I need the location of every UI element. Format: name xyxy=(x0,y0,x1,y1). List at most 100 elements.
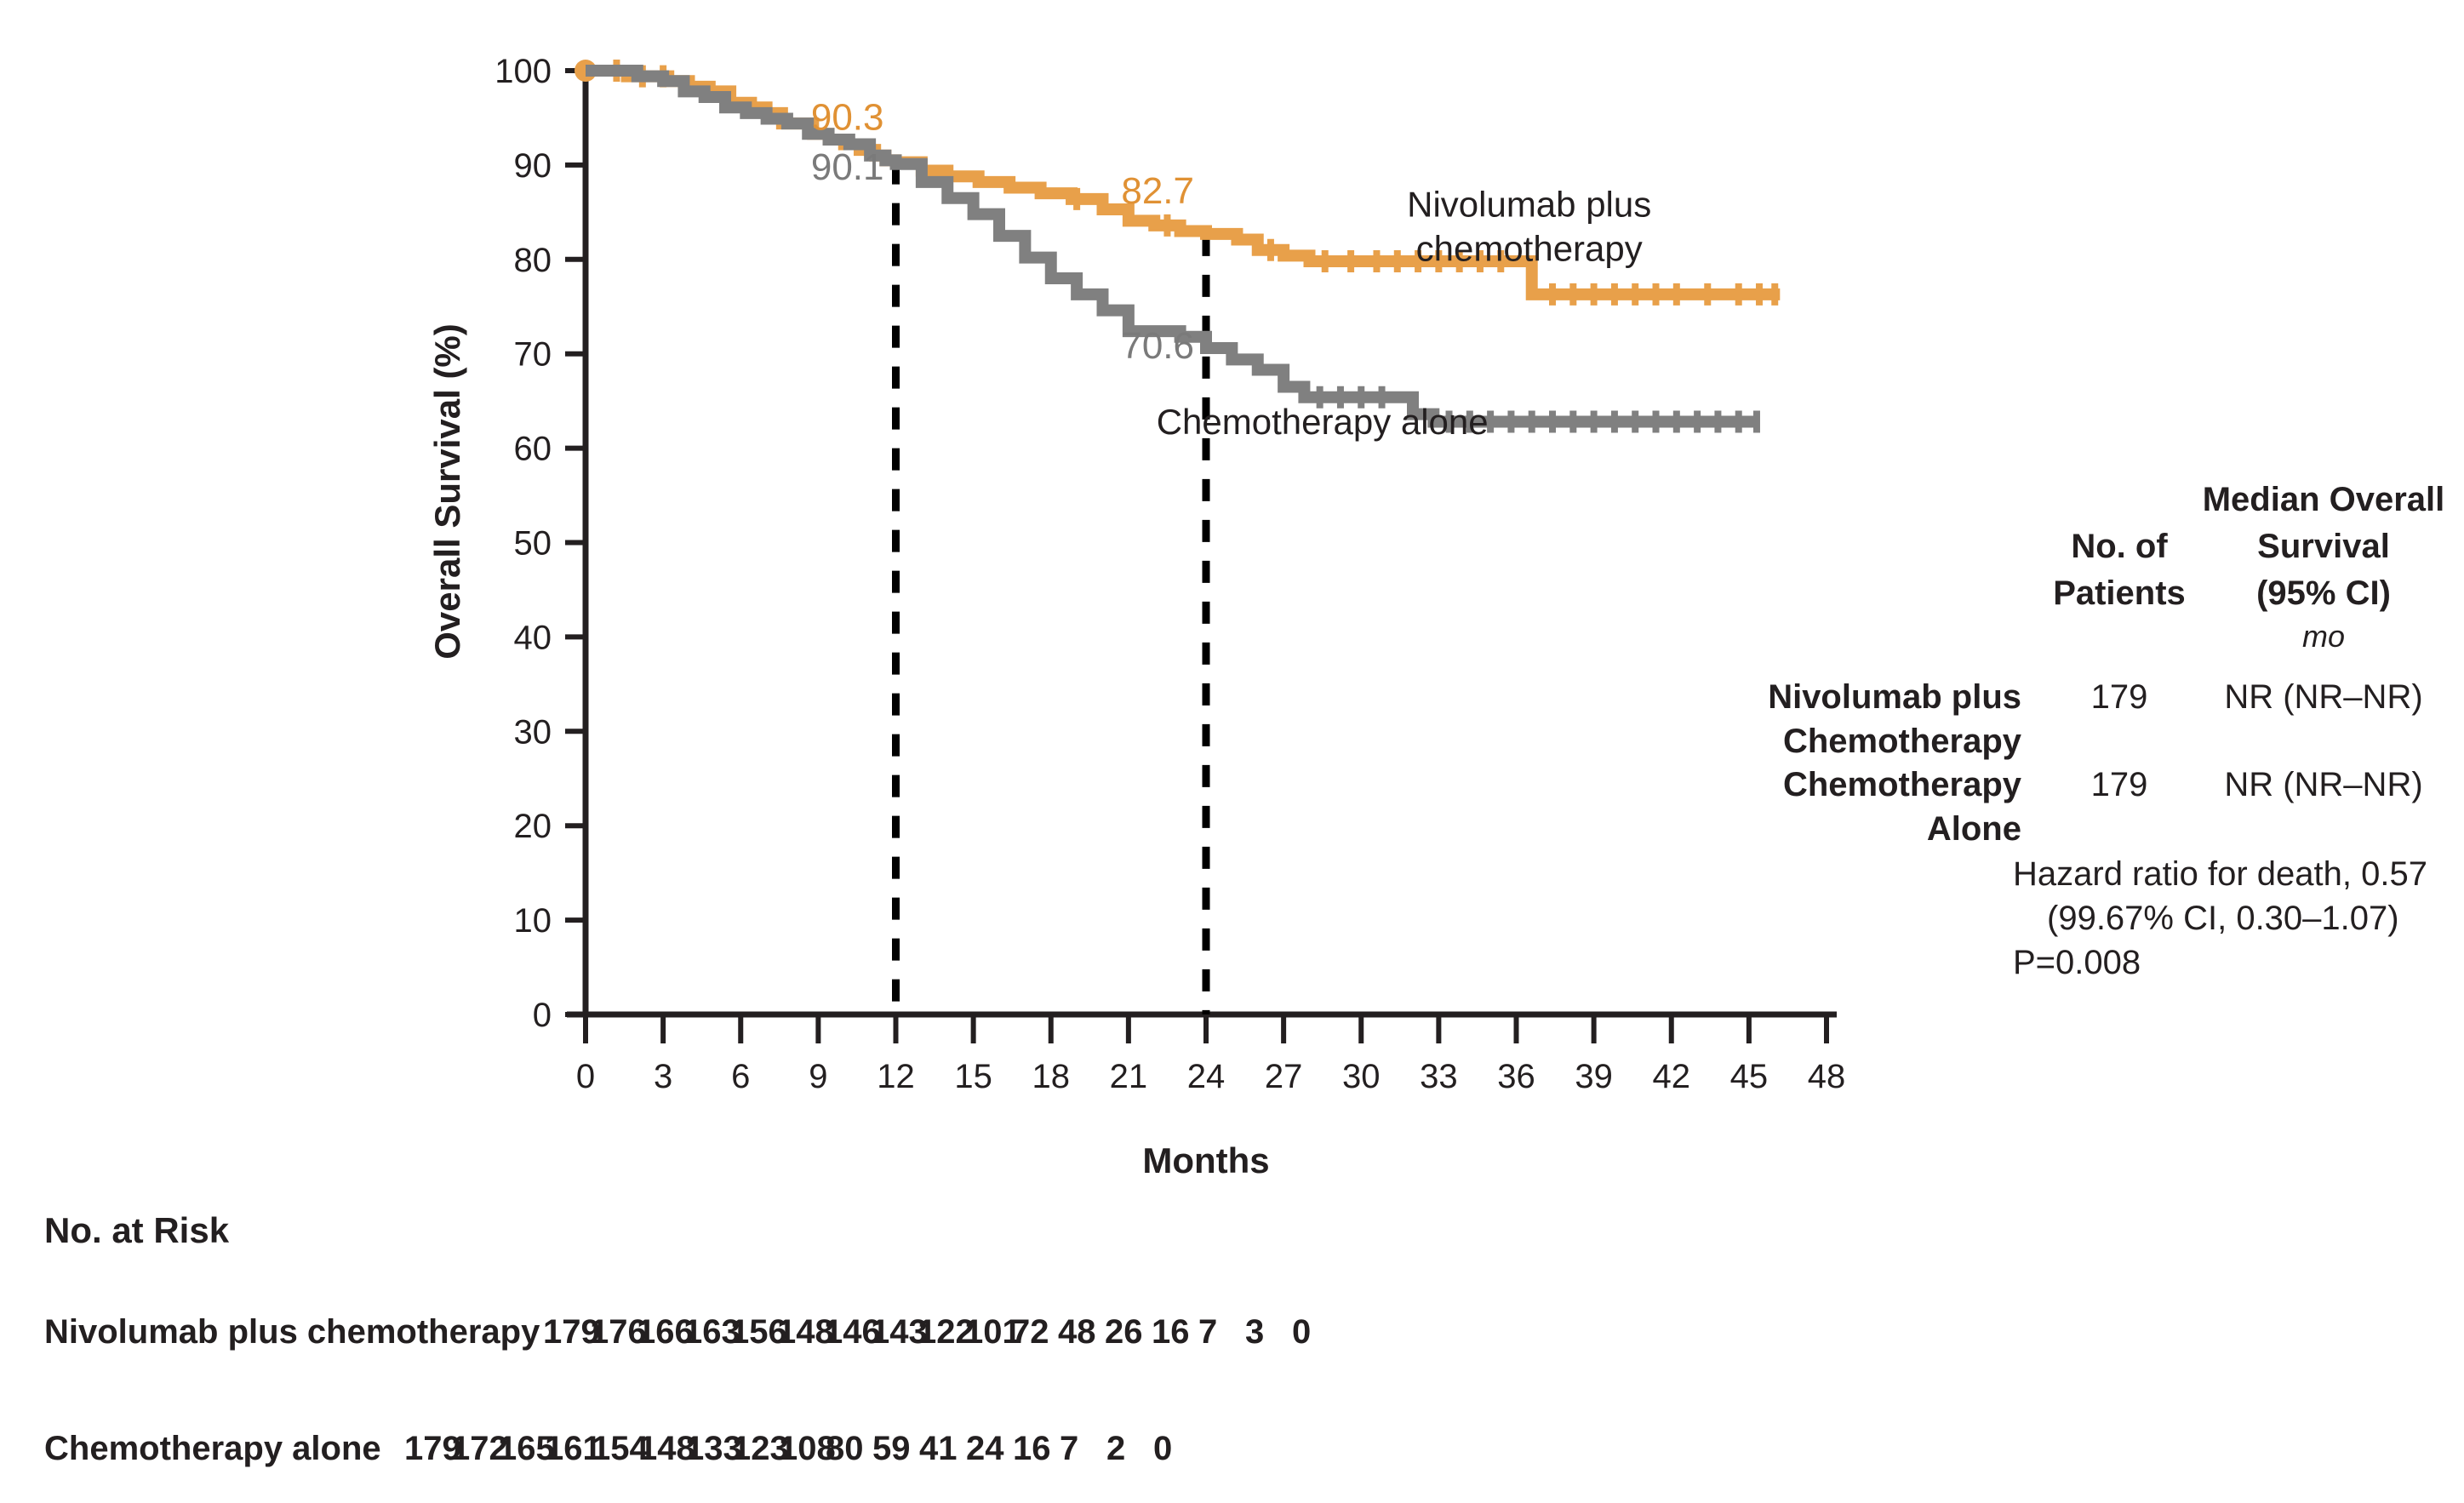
statistic-line-2: (99.67% CI, 0.30–1.07) xyxy=(2047,900,2399,937)
y-axis-tick-label: 0 xyxy=(533,997,552,1034)
no-at-risk-value: 148 xyxy=(777,1313,834,1351)
statistic-line-1: Hazard ratio for death, 0.57 xyxy=(2013,855,2427,893)
table-row-label-line2: Alone xyxy=(1927,810,2021,848)
no-at-risk-value: 2 xyxy=(1106,1430,1125,1467)
no-at-risk-value: 143 xyxy=(871,1313,928,1351)
no-at-risk-value: 0 xyxy=(1153,1430,1172,1467)
header-median-unit: mo xyxy=(2302,619,2345,654)
x-axis-title: Months xyxy=(1142,1140,1269,1180)
y-axis-tick-label: 30 xyxy=(514,713,552,751)
survival-rate-annotation: 90.1 xyxy=(811,146,884,188)
no-at-risk-value: 179 xyxy=(404,1430,461,1467)
survival-rate-annotation: 82.7 xyxy=(1121,170,1194,212)
no-at-risk-row-label: Nivolumab plus chemotherapy xyxy=(44,1313,540,1351)
no-at-risk-value: 156 xyxy=(730,1313,787,1351)
x-axis-tick-label: 6 xyxy=(731,1058,750,1095)
x-axis-tick-label: 39 xyxy=(1575,1058,1613,1095)
x-axis-tick-label: 45 xyxy=(1730,1058,1769,1095)
no-at-risk-value: 172 xyxy=(451,1430,508,1467)
x-axis-tick-label: 48 xyxy=(1808,1058,1846,1095)
header-median-line2: Survival xyxy=(2257,528,2390,565)
no-at-risk-value: 146 xyxy=(824,1313,881,1351)
table-cell-patients: 179 xyxy=(2091,678,2148,716)
x-axis-tick-label: 3 xyxy=(654,1058,672,1095)
table-row-label-line1: Chemotherapy xyxy=(1783,766,2022,803)
y-axis-tick-label: 50 xyxy=(514,525,552,563)
y-axis-tick-label: 40 xyxy=(514,619,552,656)
curve-label-nivolumab-line2: chemotherapy xyxy=(1416,228,1643,268)
curve-label-chemotherapy: Chemotherapy alone xyxy=(1157,402,1489,442)
x-axis-tick-label: 42 xyxy=(1653,1058,1691,1095)
no-at-risk-value: 122 xyxy=(918,1313,975,1351)
no-at-risk-value: 0 xyxy=(1292,1313,1311,1351)
x-axis-tick-label: 21 xyxy=(1110,1058,1148,1095)
x-axis-tick-label: 30 xyxy=(1342,1058,1381,1095)
no-at-risk-value: 24 xyxy=(966,1430,1004,1467)
x-axis-tick-label: 0 xyxy=(576,1058,595,1095)
y-axis-title: Overall Survival (%) xyxy=(427,323,467,660)
no-at-risk-value: 26 xyxy=(1105,1313,1143,1351)
no-at-risk-value: 179 xyxy=(543,1313,600,1351)
y-axis-tick-label: 60 xyxy=(514,431,552,468)
no-at-risk-value: 3 xyxy=(1245,1313,1264,1351)
x-axis-tick-label: 36 xyxy=(1497,1058,1535,1095)
no-at-risk-value: 133 xyxy=(685,1430,742,1467)
y-axis-tick-label: 20 xyxy=(514,808,552,845)
no-at-risk-value: 80 xyxy=(826,1430,864,1467)
x-axis-tick-label: 12 xyxy=(877,1058,915,1095)
y-axis-tick-label: 10 xyxy=(514,902,552,940)
survival-curve-chemotherapy xyxy=(586,65,1760,428)
x-axis-tick-label: 24 xyxy=(1187,1058,1226,1095)
table-row-label-line2: Chemotherapy xyxy=(1783,723,2022,760)
x-axis-tick-label: 33 xyxy=(1420,1058,1458,1095)
no-at-risk-value: 123 xyxy=(732,1430,789,1467)
reference-lines xyxy=(892,162,1210,1014)
header-patients-line1: No. of xyxy=(2071,528,2168,565)
no-at-risk-value: 176 xyxy=(590,1313,647,1351)
statistics-table: Median Overall No. of Survival Patients (95%… xyxy=(1768,481,2444,981)
table-cell-median-survival: NR (NR–NR) xyxy=(2224,678,2422,716)
no-at-risk-value: 7 xyxy=(1198,1313,1217,1351)
survival-rate-annotation: 70.6 xyxy=(1121,325,1194,367)
no-at-risk-value: 59 xyxy=(872,1430,911,1467)
y-axis-tick-label: 80 xyxy=(514,242,552,279)
no-at-risk-value: 165 xyxy=(498,1430,555,1467)
no-at-risk-value: 154 xyxy=(592,1430,649,1467)
curve-annotations: 90.3 90.1 82.7 70.6 xyxy=(811,97,1194,367)
curve-label-nivolumab-line1: Nivolumab plus xyxy=(1407,184,1651,224)
x-axis-tick-label: 18 xyxy=(1032,1058,1071,1095)
y-axis-tick-label: 70 xyxy=(514,336,552,374)
no-at-risk-value: 148 xyxy=(638,1430,695,1467)
axis-titles: Overall Survival (%) Months xyxy=(427,323,1270,1180)
no-at-risk-value: 166 xyxy=(637,1313,694,1351)
no-at-risk-value: 108 xyxy=(779,1430,836,1467)
no-at-risk-value: 7 xyxy=(1060,1430,1078,1467)
no-at-risk-value: 101 xyxy=(964,1313,1021,1351)
y-axis-tick-label: 90 xyxy=(514,147,552,185)
statistic-line-3: P=0.008 xyxy=(2013,944,2141,981)
no-at-risk-value: 48 xyxy=(1058,1313,1096,1351)
table-row-label-line1: Nivolumab plus xyxy=(1768,678,2021,716)
no-at-risk-value: 41 xyxy=(919,1430,958,1467)
no-at-risk-value: 16 xyxy=(1013,1430,1051,1467)
survival-curves xyxy=(575,60,1781,433)
no-at-risk-heading: No. at Risk xyxy=(44,1210,230,1250)
header-median-line3: (95% CI) xyxy=(2256,574,2391,612)
header-patients-line2: Patients xyxy=(2053,574,2186,612)
y-axis-tick-label: 100 xyxy=(495,53,552,90)
x-axis-tick-label: 9 xyxy=(809,1058,827,1095)
no-at-risk-value: 161 xyxy=(545,1430,602,1467)
no-at-risk-value: 163 xyxy=(683,1313,740,1351)
survival-rate-annotation: 90.3 xyxy=(811,97,884,139)
x-axis-tick-label: 27 xyxy=(1265,1058,1303,1095)
table-cell-median-survival: NR (NR–NR) xyxy=(2224,766,2422,803)
no-at-risk-row-label: Chemotherapy alone xyxy=(44,1430,381,1467)
no-at-risk-value: 16 xyxy=(1152,1313,1190,1351)
x-axis-tick-label: 15 xyxy=(954,1058,992,1095)
no-at-risk-value: 72 xyxy=(1011,1313,1049,1351)
